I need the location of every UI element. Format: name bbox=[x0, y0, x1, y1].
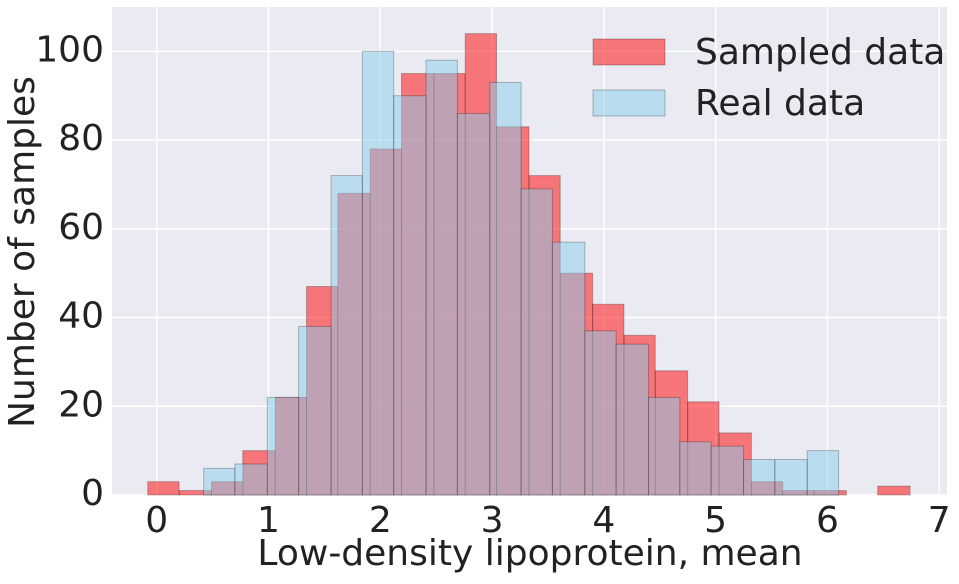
histogram-bar bbox=[806, 450, 840, 496]
histogram-bar bbox=[298, 325, 332, 496]
legend-swatch bbox=[592, 89, 666, 117]
histogram-bar bbox=[551, 241, 586, 496]
legend-label: Sampled data bbox=[695, 32, 945, 73]
histogram-bar bbox=[584, 330, 617, 496]
x-tick-label: 0 bbox=[145, 500, 168, 541]
histogram-bar bbox=[615, 343, 650, 496]
x-tick-label: 3 bbox=[481, 500, 504, 541]
x-tick-label: 5 bbox=[704, 500, 727, 541]
histogram-bar bbox=[743, 459, 776, 496]
histogram-bar bbox=[266, 396, 300, 496]
y-tick-label: 60 bbox=[58, 207, 104, 248]
histogram-bar bbox=[774, 459, 808, 496]
x-tick-label: 6 bbox=[816, 500, 839, 541]
histogram-bar bbox=[425, 59, 458, 496]
y-tick-label: 80 bbox=[58, 118, 104, 159]
legend-swatch bbox=[592, 38, 666, 66]
y-tick-label: 0 bbox=[81, 473, 104, 514]
histogram-bar bbox=[877, 485, 911, 496]
x-tick-label: 4 bbox=[592, 500, 615, 541]
histogram-bar bbox=[679, 441, 712, 496]
histogram-bar bbox=[456, 112, 491, 496]
histogram-bar bbox=[710, 445, 745, 496]
histogram-bar bbox=[330, 175, 363, 496]
x-tick-label: 7 bbox=[928, 500, 951, 541]
y-axis-label: Number of samples bbox=[2, 76, 43, 428]
y-tick-label: 100 bbox=[35, 29, 104, 70]
legend-label: Real data bbox=[695, 83, 865, 124]
y-tick-label: 20 bbox=[58, 384, 104, 425]
x-tick-label: 2 bbox=[369, 500, 392, 541]
x-axis-label: Low-density lipoprotein, mean bbox=[257, 533, 802, 574]
histogram-bar bbox=[520, 188, 553, 496]
y-tick-label: 40 bbox=[58, 296, 104, 337]
histogram-bar bbox=[234, 463, 268, 496]
histogram-bar bbox=[361, 50, 395, 496]
histogram-bar bbox=[648, 396, 681, 496]
histogram-bar bbox=[489, 81, 522, 496]
histogram-bar bbox=[203, 467, 236, 496]
histogram-bar bbox=[147, 481, 180, 496]
x-tick-label: 1 bbox=[257, 500, 280, 541]
histogram-bar bbox=[393, 95, 427, 496]
